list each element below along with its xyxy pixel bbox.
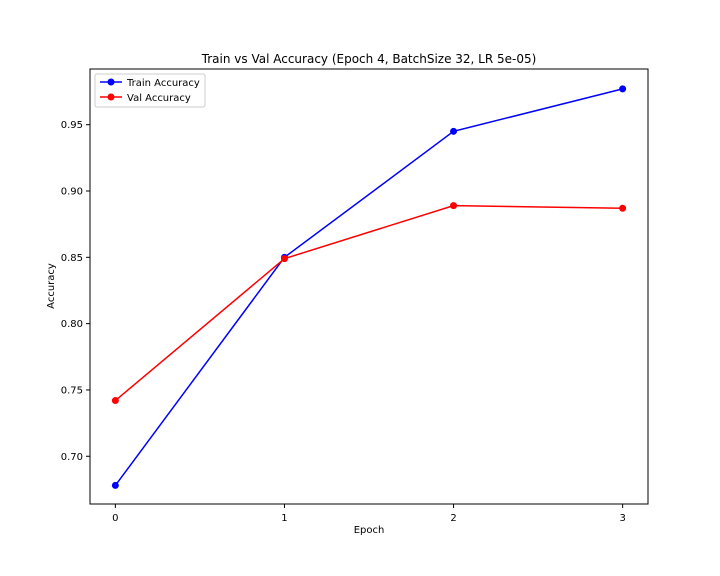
legend-box	[94, 73, 206, 108]
train-accuracy-series-line	[114, 88, 623, 486]
y-tick-label: 0.90	[61, 187, 83, 198]
val-accuracy-point	[450, 202, 458, 210]
chart-title: Train vs Val Accuracy (Epoch 4, BatchSiz…	[201, 52, 537, 66]
x-axis-label: Epoch	[354, 525, 385, 536]
y-tick-label: 0.75	[61, 385, 83, 396]
legend-train-accuracy-marker	[107, 78, 115, 86]
val-accuracy-series-line	[114, 204, 623, 402]
train-accuracy-point	[619, 85, 627, 93]
y-axis: 0.70 0.75 0.80 0.85 0.90 0.95	[61, 120, 90, 463]
x-tick-label: 0	[112, 513, 118, 524]
legend: Train Accuracy Val Accuracy	[94, 73, 206, 108]
val-accuracy-point	[111, 397, 119, 405]
legend-val-accuracy-label: Val Accuracy	[127, 93, 191, 104]
legend-val-accuracy-marker	[107, 93, 115, 101]
val-accuracy-point	[280, 255, 288, 263]
x-tick-label: 3	[619, 513, 625, 524]
y-tick-label: 0.80	[61, 319, 83, 330]
y-axis-label: Accuracy	[46, 263, 57, 309]
y-tick-label: 0.70	[61, 452, 83, 463]
train-accuracy-point	[111, 481, 119, 489]
x-tick-label: 1	[281, 513, 287, 524]
plot-area-frame	[89, 68, 649, 505]
y-tick-label: 0.95	[61, 120, 83, 131]
x-tick-label: 2	[450, 513, 456, 524]
series-layer	[111, 85, 627, 489]
train-accuracy-point	[450, 127, 458, 135]
legend-train-accuracy-label: Train Accuracy	[126, 78, 200, 89]
y-tick-label: 0.85	[61, 253, 83, 264]
val-accuracy-point	[619, 204, 627, 212]
x-axis: 0 1 2 3	[112, 504, 626, 524]
